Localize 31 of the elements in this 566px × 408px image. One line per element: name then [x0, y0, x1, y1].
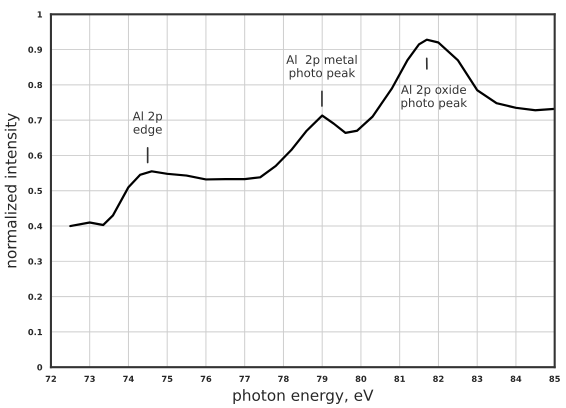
- annotation: Al 2p oxide photo peak: [401, 84, 468, 110]
- y-axis-title: normalized intensity: [4, 113, 20, 268]
- x-tick-label: 77: [239, 376, 250, 382]
- x-tick-label: 82: [433, 376, 444, 382]
- y-tick-label: 0.8: [28, 82, 42, 88]
- x-tick-label: 84: [510, 376, 522, 382]
- x-tick-label: 80: [356, 376, 366, 382]
- line-series: [69, 38, 555, 228]
- y-tick-label: 0.5: [28, 188, 42, 194]
- y-tick-label: 0: [37, 364, 42, 370]
- y-tick-label: 0.4: [28, 223, 42, 230]
- y-tick-label: 0.6: [28, 152, 42, 159]
- x-tick-label: 73: [84, 376, 95, 382]
- x-tick-label: 76: [200, 376, 212, 382]
- x-axis-title: photon energy, eV: [233, 389, 374, 404]
- y-tick-label: 0.1: [28, 328, 42, 336]
- annotation: Al 2p metal photo peak: [286, 54, 357, 80]
- annotation: Al 2p edge: [132, 111, 162, 136]
- x-tick-label: 74: [123, 376, 134, 382]
- x-tick-label: 83: [472, 376, 482, 382]
- x-tick-label: 81: [394, 376, 405, 382]
- y-tick-label: 0.2: [28, 294, 42, 300]
- y-tick-label: 0.9: [28, 46, 42, 53]
- y-tick-label: 0.7: [28, 117, 42, 124]
- x-tick-label: 85: [549, 376, 560, 382]
- x-tick-label: 72: [46, 376, 56, 382]
- x-tick-label: 75: [162, 376, 172, 382]
- y-tick-label: 0.3: [28, 258, 42, 265]
- x-tick-label: 78: [278, 376, 289, 382]
- x-tick-label: 79: [316, 376, 328, 382]
- y-tick-label: 1: [38, 11, 42, 18]
